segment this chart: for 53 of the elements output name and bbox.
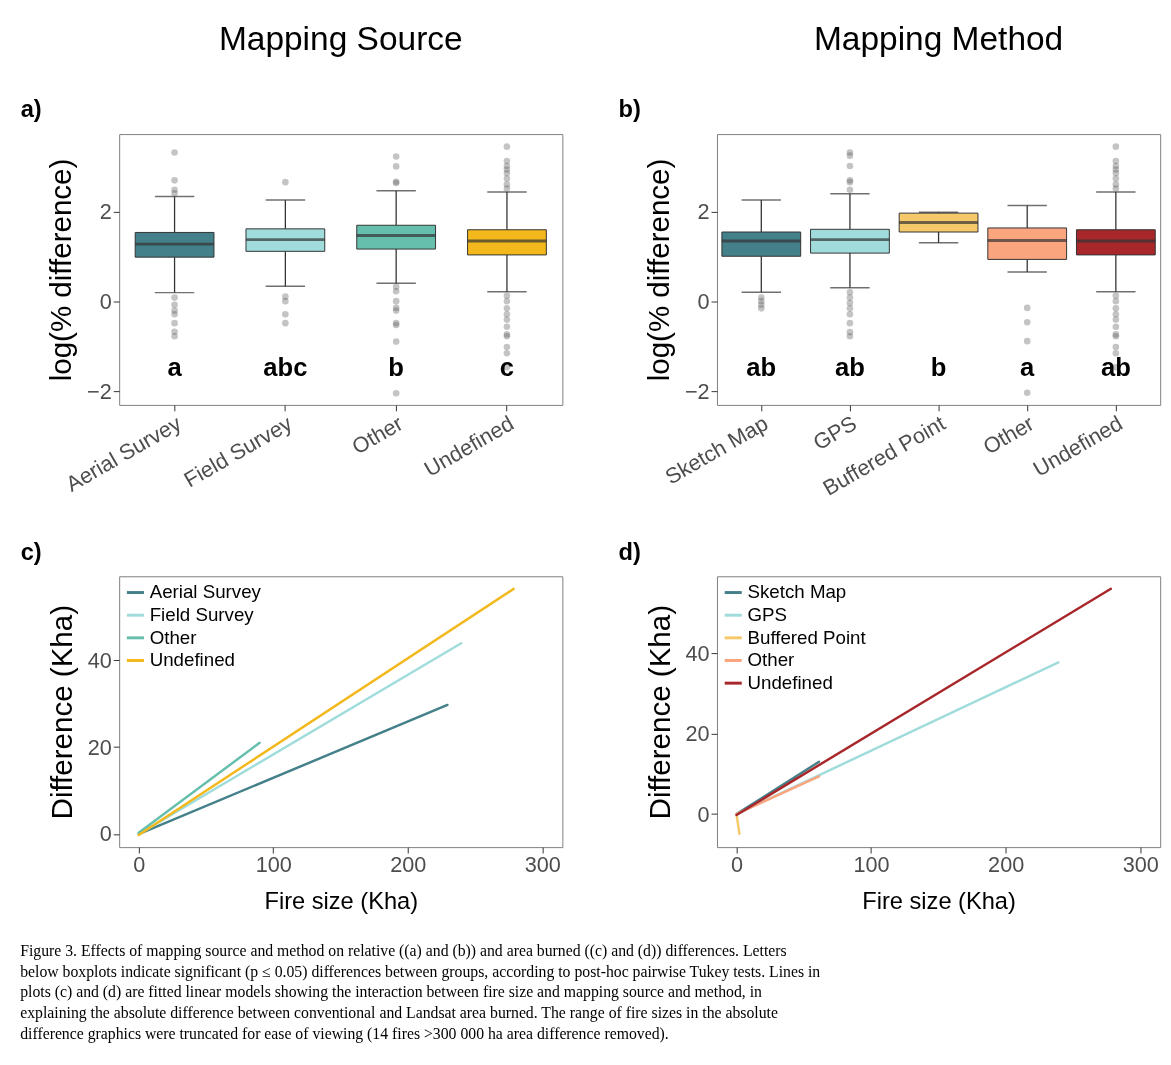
annotation: a <box>1020 353 1036 382</box>
y-tick-label: 2 <box>99 199 112 225</box>
y-tick-label: 40 <box>87 647 112 673</box>
x-tick-label: 100 <box>255 852 292 878</box>
annotation: b <box>930 353 947 382</box>
legend-label: GPS <box>747 604 788 626</box>
y-tick-label: 0 <box>99 821 112 847</box>
y-tick-label: −2 <box>87 378 112 404</box>
x-tick-label: 100 <box>853 852 890 878</box>
annotation: ab <box>835 353 865 382</box>
x-tick-label: 0 <box>133 852 146 878</box>
y-tick-label: 20 <box>87 734 112 760</box>
text: c) <box>20 538 42 565</box>
legend-label: Undefined <box>149 649 235 671</box>
legend-label: Other <box>747 649 795 671</box>
x-axis-title: Fire size (Kha) <box>862 887 1016 914</box>
y-tick-label: 2 <box>697 199 710 225</box>
x-tick-label: Other <box>347 410 408 460</box>
annotation: ab <box>1100 353 1131 382</box>
y-tick-label: 20 <box>685 721 710 747</box>
y-tick-label: −2 <box>684 378 710 404</box>
y-tick-label: 0 <box>697 801 710 827</box>
x-tick-label: 0 <box>730 852 744 878</box>
legend-label: Field Survey <box>149 604 255 626</box>
legend-label: Undefined <box>747 672 833 694</box>
legend-label: Buffered Point <box>747 626 867 648</box>
chart-title: Mapping Source <box>218 20 463 58</box>
x-tick-label: 200 <box>390 852 427 878</box>
text: b) <box>618 96 641 123</box>
y-axis-title: Difference (Kha) <box>642 604 676 820</box>
chart-title: Mapping Method <box>813 20 1064 58</box>
x-axis-title: Fire size (Kha) <box>264 887 419 914</box>
annotation: b <box>388 353 404 382</box>
annotation: abc <box>263 353 308 382</box>
y-tick-label: 40 <box>685 640 710 666</box>
x-tick-label: 200 <box>988 852 1025 878</box>
legend-label: Sketch Map <box>747 581 847 603</box>
annotation: a <box>167 353 183 382</box>
annotation: c <box>499 353 515 382</box>
y-tick-label: 0 <box>697 289 710 314</box>
y-axis-title: Difference (Kha) <box>44 604 78 820</box>
text: d) <box>618 538 641 565</box>
y-axis-title: log(% difference) <box>642 158 676 382</box>
y-tick-label: 0 <box>99 289 112 314</box>
legend-label: Other <box>149 626 197 648</box>
annotation: ab <box>746 353 777 382</box>
y-axis-title: log(% difference) <box>44 158 78 382</box>
legend-label: Aerial Survey <box>149 581 262 603</box>
text: a) <box>20 96 42 123</box>
caption: Figure 3. Effects of mapping source and method on relative ((a) and (b)) and area burned ((c) and (d)) differences. Letters below boxplots indicate significant (p ≤ 0.05) differences between groups, according to post-hoc pairwise Tukey tests. Lines in plots (c) and (d) are fitted linear models showing the interaction between fire size and mapping source and method, in explaining the absolute difference between conventional and Landsat area burned. The range of fire sizes in the absolute difference graphics were truncated for ease of viewing (14 fires >300 000 ha area difference removed). <box>20 941 821 1043</box>
x-tick-label: 300 <box>524 852 561 878</box>
x-tick-label: 300 <box>1122 852 1159 878</box>
x-tick-label: Other <box>978 410 1039 460</box>
